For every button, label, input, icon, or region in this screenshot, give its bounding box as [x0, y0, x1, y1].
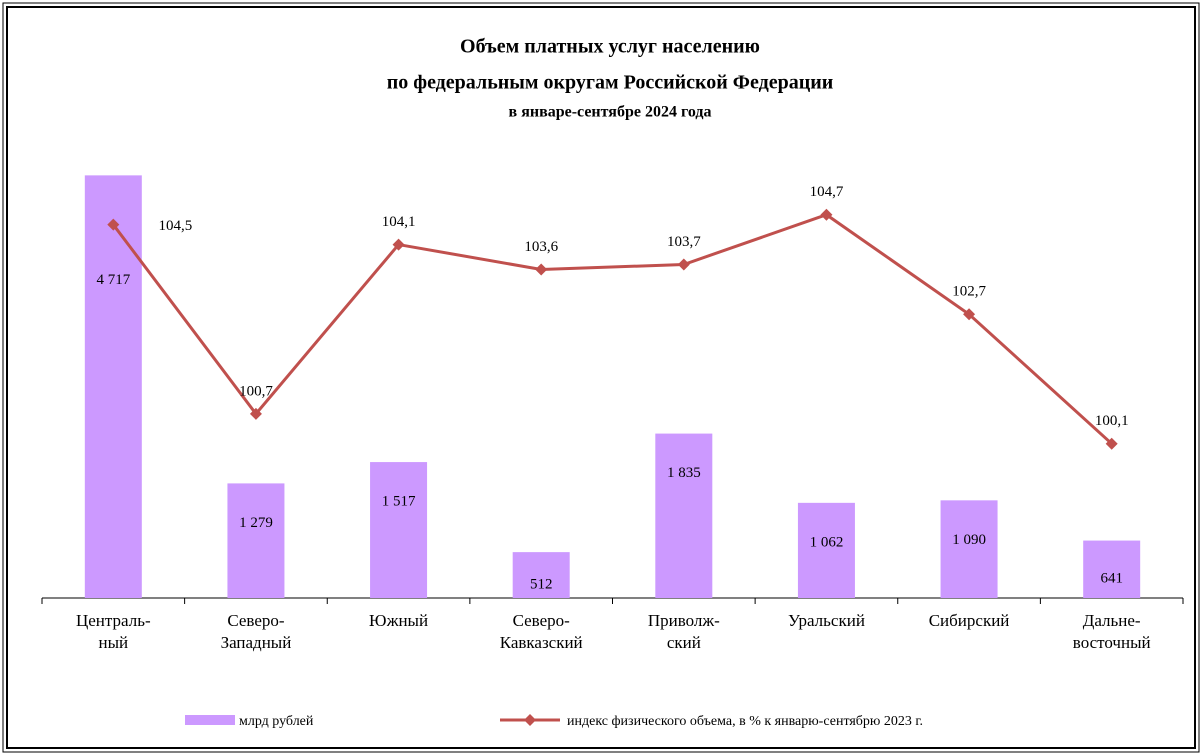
- x-tick-label: Дальне- восточный: [1072, 611, 1151, 652]
- point: [249, 407, 262, 420]
- legend-swatch: [524, 714, 536, 726]
- line: [112, 213, 1113, 445]
- point: [392, 238, 405, 251]
- legend-label: индекс физического объема, в % к январю-…: [567, 714, 923, 729]
- point-label: 102,7: [952, 284, 986, 300]
- bar: [655, 433, 713, 598]
- bar: [84, 175, 142, 598]
- bar: [797, 502, 855, 598]
- bar: [1083, 540, 1141, 598]
- x-tick-label: Северо- Кавказский: [499, 611, 583, 652]
- x-tick-label: Сибирский: [928, 611, 1010, 630]
- frame-inner: [6, 6, 1196, 749]
- x-tick-label: Уральский: [787, 611, 865, 630]
- bar-label: 4 717: [96, 272, 130, 288]
- bar-label: 512: [530, 576, 553, 592]
- point-label: 103,7: [667, 234, 701, 250]
- x-tick-label: Приволж- ский: [647, 611, 720, 652]
- bar: [512, 552, 570, 598]
- point-label: 104,7: [810, 184, 844, 200]
- bar: [227, 483, 285, 598]
- x-tick-label: Северо- Западный: [220, 611, 292, 652]
- bar: [370, 462, 428, 598]
- legend-label: млрд рублей: [239, 714, 314, 729]
- bar-label: 1 062: [810, 534, 844, 550]
- point-label: 100,1: [1095, 413, 1129, 429]
- x-tick-label: Централь- ный: [75, 611, 151, 652]
- point: [535, 263, 548, 276]
- bar-label: 1 090: [952, 532, 986, 548]
- point-label: 104,5: [158, 218, 192, 234]
- point: [820, 208, 833, 221]
- point-label: 100,7: [239, 383, 273, 399]
- bar-label: 641: [1100, 571, 1123, 587]
- point-label: 104,1: [382, 214, 416, 230]
- chart-subtitle: по федеральным округам Российской Федера…: [387, 72, 834, 94]
- x-tick-label: Южный: [369, 611, 429, 630]
- legend-swatch: [185, 715, 235, 725]
- chart-title: Объем платных услуг населению: [460, 36, 760, 58]
- bar-label: 1 279: [239, 515, 273, 531]
- point-label: 103,6: [524, 239, 558, 255]
- chart-subtitle: в январе-сентябре 2024 года: [509, 104, 712, 121]
- point: [1105, 437, 1118, 450]
- point: [107, 218, 120, 231]
- bar-label: 1 835: [667, 465, 701, 481]
- point: [963, 308, 976, 321]
- bar: [940, 500, 998, 598]
- bar-label: 1 517: [382, 494, 416, 510]
- point: [677, 258, 690, 271]
